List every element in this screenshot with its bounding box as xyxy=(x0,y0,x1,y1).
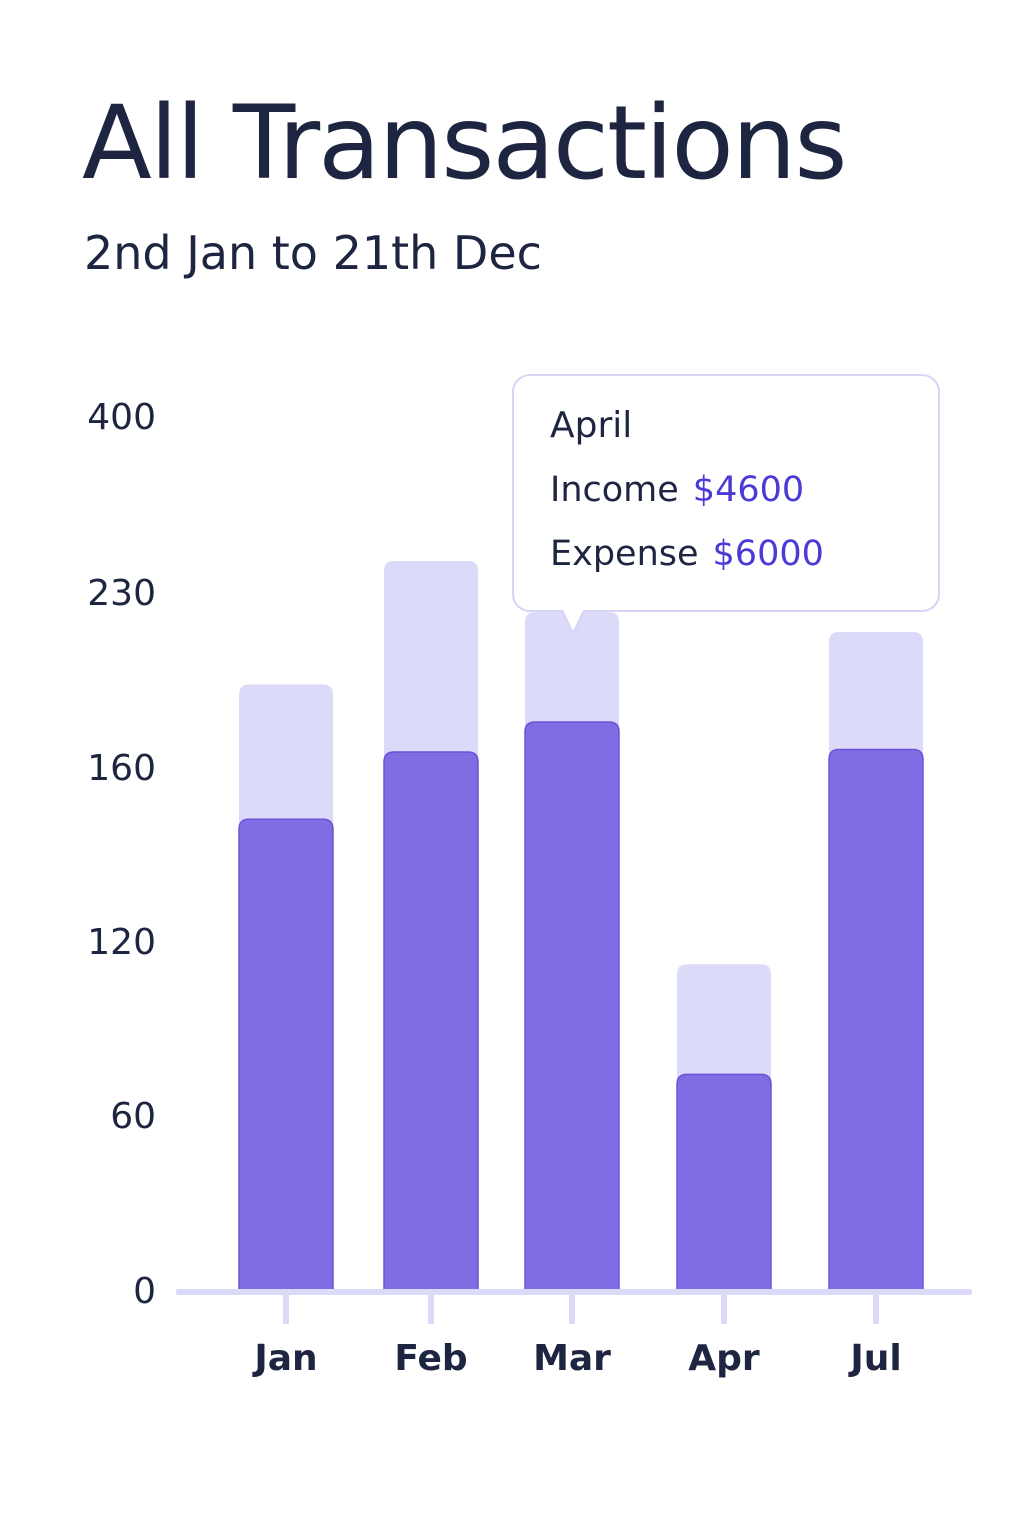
x-tick-label: Mar xyxy=(533,1338,611,1379)
y-tick-label: 400 xyxy=(87,397,156,438)
tooltip-expense-label: Expense xyxy=(550,534,699,574)
income-bar[interactable] xyxy=(238,818,334,1291)
y-tick-label: 60 xyxy=(110,1096,156,1137)
y-tick-label: 230 xyxy=(87,573,156,614)
x-tick-mark xyxy=(721,1290,727,1324)
chart-tooltip: April Income $4600 Expense $6000 xyxy=(512,374,940,636)
x-axis-line xyxy=(176,1289,972,1295)
x-tick-label: Jan xyxy=(251,1338,317,1379)
x-tick-label: Jul xyxy=(847,1338,901,1379)
tooltip-expense-value: $6000 xyxy=(712,534,824,574)
income-bar[interactable] xyxy=(383,751,479,1291)
x-tick-label: Feb xyxy=(394,1338,467,1379)
income-bar[interactable] xyxy=(676,1073,772,1291)
income-bar[interactable] xyxy=(828,748,924,1291)
y-tick-label: 160 xyxy=(87,748,156,789)
tooltip-income-value: $4600 xyxy=(692,470,805,510)
x-tick-mark xyxy=(569,1290,575,1324)
x-tick-label: Apr xyxy=(688,1338,760,1379)
y-tick-label: 0 xyxy=(133,1271,156,1312)
page-title: All Transactions xyxy=(82,84,848,203)
date-range: 2nd Jan to 21th Dec xyxy=(84,226,542,280)
tooltip-month: April xyxy=(550,405,633,446)
tooltip-expense-row: Expense $6000 xyxy=(550,532,902,576)
x-tick-mark xyxy=(428,1290,434,1324)
y-tick-label: 120 xyxy=(87,922,156,963)
tooltip-income-row: Income $4600 xyxy=(550,468,902,512)
x-tick-mark xyxy=(873,1290,879,1324)
x-tick-mark xyxy=(283,1290,289,1324)
tooltip-income-label: Income xyxy=(550,470,679,510)
income-bar[interactable] xyxy=(524,721,620,1291)
